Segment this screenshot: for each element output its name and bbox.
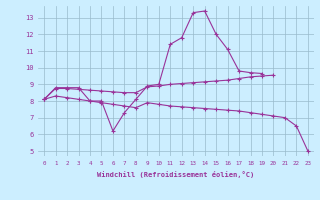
X-axis label: Windchill (Refroidissement éolien,°C): Windchill (Refroidissement éolien,°C) [97,171,255,178]
